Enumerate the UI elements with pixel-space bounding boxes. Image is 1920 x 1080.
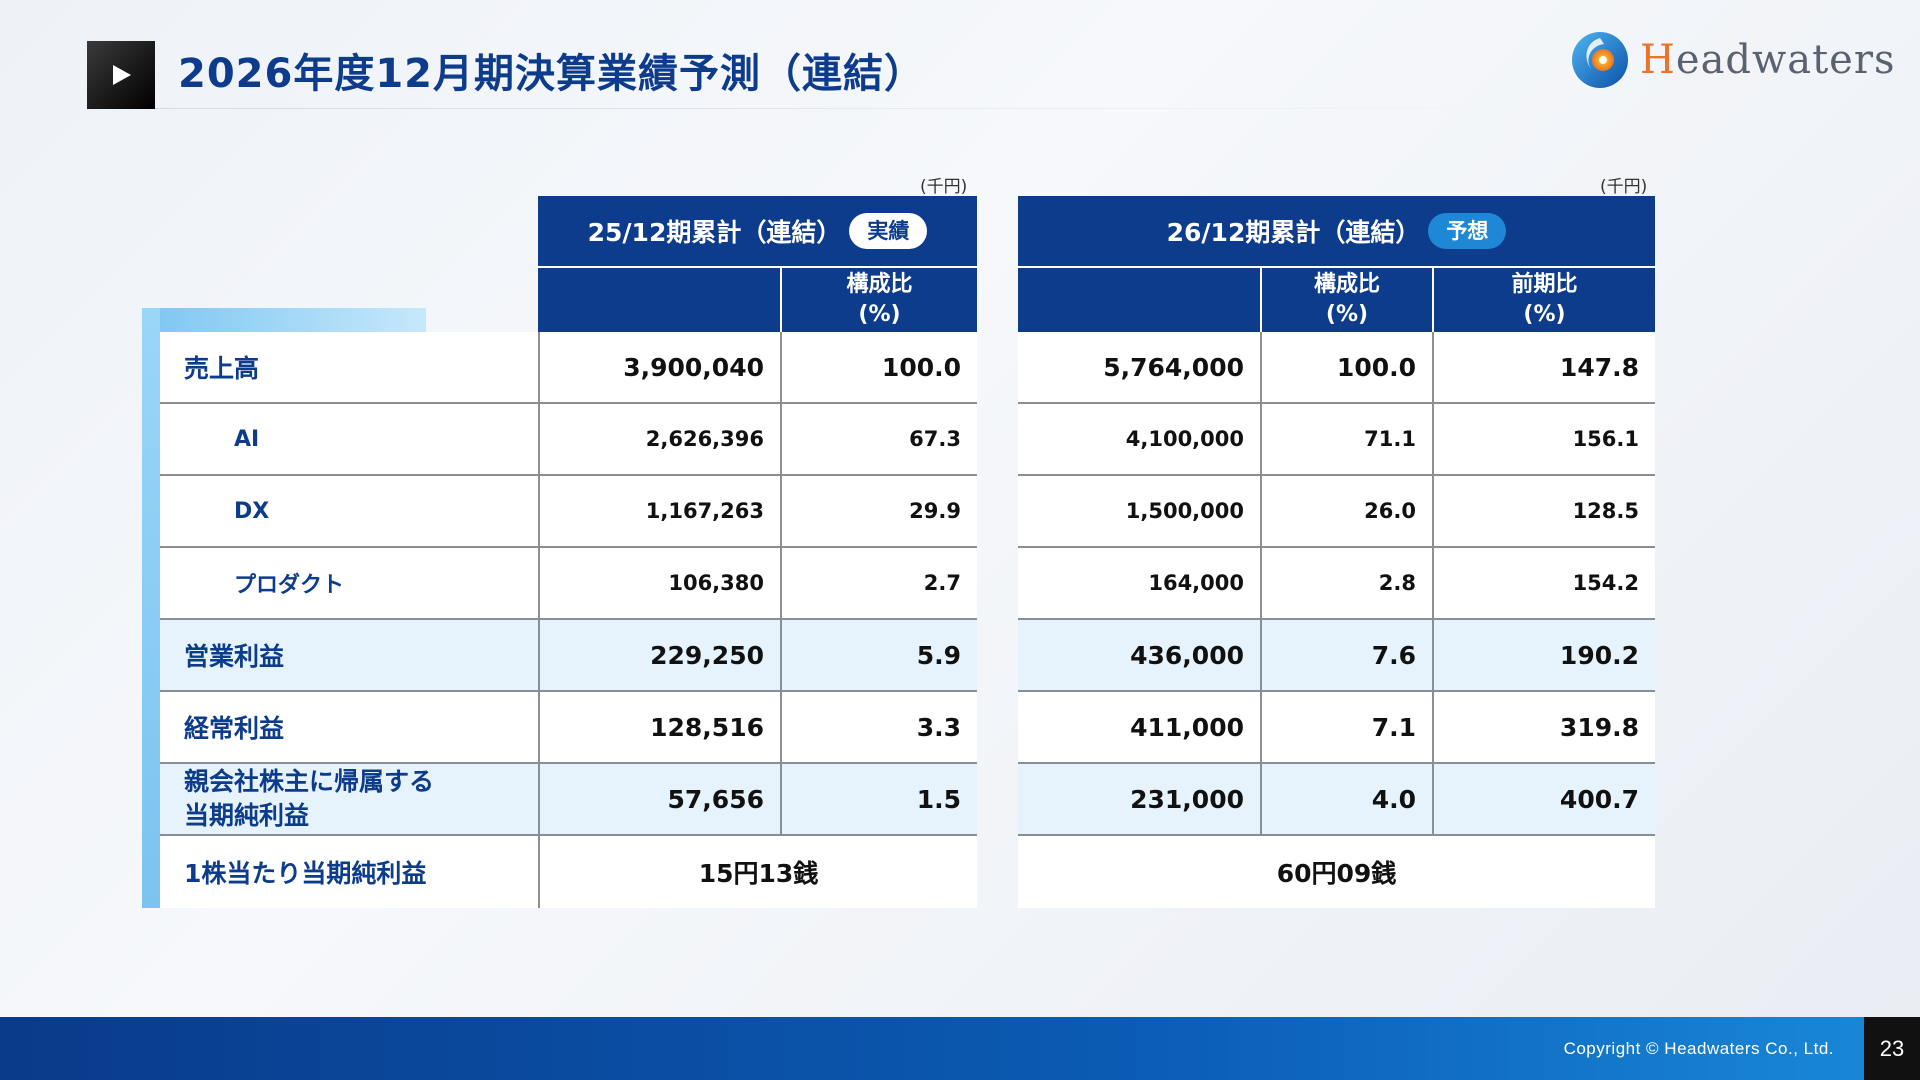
label-column-accent-bar bbox=[142, 308, 160, 908]
row-label-net-profit: 親会社株主に帰属する 当期純利益 bbox=[160, 764, 538, 836]
value-cell: 411,000 bbox=[1130, 712, 1244, 742]
yoy-cell: 190.2 bbox=[1432, 620, 1655, 690]
table-row: 5,764,000 100.0 147.8 bbox=[1018, 332, 1655, 404]
ratio-cell: 1.5 bbox=[780, 764, 977, 834]
table-subheader: 構成比 (%) bbox=[538, 266, 977, 332]
play-icon bbox=[87, 41, 155, 109]
label-column-accent bbox=[142, 308, 426, 332]
value-cell: 1,500,000 bbox=[1125, 499, 1244, 523]
table-fy26-forecast: 26/12期累計（連結） 予想 構成比 (%) 前期比 (%) 5,764,00… bbox=[1018, 196, 1655, 908]
table-title: 25/12期累計（連結） bbox=[587, 218, 842, 247]
row-label-ai: AI bbox=[160, 404, 538, 476]
value-cell: 229,250 bbox=[538, 620, 780, 690]
table-header: 25/12期累計（連結） 実績 bbox=[538, 196, 977, 266]
row-label-dx: DX bbox=[160, 476, 538, 548]
yoy-cell: 154.2 bbox=[1432, 548, 1655, 618]
headwaters-logo-icon bbox=[1572, 32, 1628, 88]
yoy-cell: 147.8 bbox=[1432, 332, 1655, 402]
yoy-cell: 128.5 bbox=[1432, 476, 1655, 546]
table-row: 1,167,263 29.9 bbox=[538, 476, 977, 548]
unit-label-left: (千円) bbox=[920, 177, 968, 197]
ratio-cell: 29.9 bbox=[780, 476, 977, 546]
actual-badge: 実績 bbox=[849, 213, 928, 249]
ratio-cell: 100.0 bbox=[1260, 332, 1432, 402]
page-title: 2026年度12月期決算業績予測（連結） bbox=[178, 51, 925, 97]
row-label-sales: 売上高 bbox=[160, 332, 538, 404]
footer-bar: Copyright © Headwaters Co., Ltd. 23 bbox=[0, 1017, 1920, 1080]
value-cell: 3,900,040 bbox=[538, 332, 780, 402]
table-row: 1,500,000 26.0 128.5 bbox=[1018, 476, 1655, 548]
ratio-cell: 5.9 bbox=[780, 620, 977, 690]
value-cell: 2,626,396 bbox=[538, 404, 780, 474]
eps-cell: 60円09銭 bbox=[1276, 859, 1397, 888]
value-cell: 5,764,000 bbox=[1103, 352, 1244, 382]
copyright-text: Copyright © Headwaters Co., Ltd. bbox=[1563, 1039, 1834, 1058]
eps-cell: 15円13銭 bbox=[538, 836, 977, 908]
value-cell: 436,000 bbox=[1130, 640, 1244, 670]
table-row: 2,626,396 67.3 bbox=[538, 404, 977, 476]
value-cell: 128,516 bbox=[538, 692, 780, 762]
value-cell: 164,000 bbox=[1148, 571, 1244, 595]
unit-label-right: (千円) bbox=[1600, 177, 1648, 197]
ratio-cell: 26.0 bbox=[1260, 476, 1432, 546]
value-cell: 106,380 bbox=[538, 548, 780, 618]
table-row: 4,100,000 71.1 156.1 bbox=[1018, 404, 1655, 476]
table-row: 106,380 2.7 bbox=[538, 548, 977, 620]
table-row: 3,900,040 100.0 bbox=[538, 332, 977, 404]
table-row: 436,000 7.6 190.2 bbox=[1018, 620, 1655, 692]
ratio-cell: 4.0 bbox=[1260, 764, 1432, 834]
yoy-cell: 319.8 bbox=[1432, 692, 1655, 762]
ratio-cell: 7.1 bbox=[1260, 692, 1432, 762]
row-label-operating-profit: 営業利益 bbox=[160, 620, 538, 692]
table-row: 411,000 7.1 319.8 bbox=[1018, 692, 1655, 764]
yoy-cell: 156.1 bbox=[1432, 404, 1655, 474]
header-amount bbox=[1018, 266, 1260, 332]
table-subheader: 構成比 (%) 前期比 (%) bbox=[1018, 266, 1655, 332]
table-row: 229,250 5.9 bbox=[538, 620, 977, 692]
table-header: 26/12期累計（連結） 予想 bbox=[1018, 196, 1655, 266]
table-row: 231,000 4.0 400.7 bbox=[1018, 764, 1655, 836]
ratio-cell: 2.7 bbox=[780, 548, 977, 618]
value-cell: 1,167,263 bbox=[538, 476, 780, 546]
yoy-cell: 400.7 bbox=[1432, 764, 1655, 834]
table-row-eps: 15円13銭 bbox=[538, 836, 977, 908]
table-title: 26/12期累計（連結） bbox=[1166, 218, 1421, 247]
value-cell: 231,000 bbox=[1130, 784, 1244, 814]
header-composition-ratio: 構成比 (%) bbox=[780, 266, 977, 332]
header-yoy-ratio: 前期比 (%) bbox=[1432, 266, 1655, 332]
table-fy25-actual: 25/12期累計（連結） 実績 構成比 (%) 3,900,040 100.0 … bbox=[538, 196, 977, 908]
row-label-column: 売上高 AI DX プロダクト 営業利益 経常利益 親会社株主に帰属する 当期純… bbox=[160, 332, 538, 908]
company-logo: Headwaters bbox=[1570, 30, 1896, 90]
ratio-cell: 7.6 bbox=[1260, 620, 1432, 690]
row-label-ordinary-profit: 経常利益 bbox=[160, 692, 538, 764]
table-row: 128,516 3.3 bbox=[538, 692, 977, 764]
header-composition-ratio: 構成比 (%) bbox=[1260, 266, 1432, 332]
title-divider bbox=[155, 108, 1605, 109]
row-label-product: プロダクト bbox=[160, 548, 538, 620]
ratio-cell: 71.1 bbox=[1260, 404, 1432, 474]
header-amount bbox=[538, 266, 780, 332]
table-row-eps: 60円09銭 bbox=[1018, 836, 1655, 908]
table-row: 164,000 2.8 154.2 bbox=[1018, 548, 1655, 620]
page-number: 23 bbox=[1864, 1017, 1920, 1080]
ratio-cell: 67.3 bbox=[780, 404, 977, 474]
value-cell: 57,656 bbox=[538, 764, 780, 834]
forecast-badge: 予想 bbox=[1428, 213, 1507, 249]
table-row: 57,656 1.5 bbox=[538, 764, 977, 836]
ratio-cell: 100.0 bbox=[780, 332, 977, 402]
row-label-eps: 1株当たり当期純利益 bbox=[160, 836, 538, 908]
value-cell: 4,100,000 bbox=[1125, 427, 1244, 451]
ratio-cell: 2.8 bbox=[1260, 548, 1432, 618]
logo-wordmark: Headwaters bbox=[1640, 37, 1896, 83]
ratio-cell: 3.3 bbox=[780, 692, 977, 762]
